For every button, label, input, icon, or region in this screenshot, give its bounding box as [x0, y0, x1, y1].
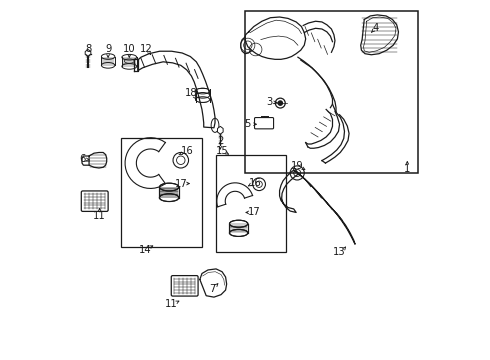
Polygon shape	[245, 17, 306, 59]
Text: 3: 3	[267, 98, 273, 107]
Text: 18: 18	[185, 87, 197, 98]
Text: 9: 9	[105, 45, 111, 54]
Text: 5: 5	[245, 119, 251, 129]
Bar	[196, 89, 210, 102]
Polygon shape	[361, 15, 398, 55]
Text: 8: 8	[85, 45, 91, 54]
Polygon shape	[218, 126, 223, 134]
Text: 10: 10	[123, 45, 136, 54]
Bar	[121, 138, 202, 247]
Bar	[216, 155, 286, 252]
Text: 19: 19	[291, 161, 304, 171]
Bar	[229, 223, 248, 234]
Circle shape	[278, 101, 282, 105]
Polygon shape	[280, 170, 298, 212]
Polygon shape	[294, 170, 355, 244]
Text: 17: 17	[174, 179, 187, 189]
Text: 17: 17	[247, 207, 260, 217]
Polygon shape	[217, 183, 252, 207]
FancyBboxPatch shape	[81, 191, 108, 211]
Text: 6: 6	[79, 154, 86, 164]
Text: 4: 4	[372, 23, 379, 33]
Polygon shape	[138, 51, 215, 128]
Polygon shape	[89, 153, 107, 168]
Text: 1: 1	[404, 165, 411, 174]
Text: 12: 12	[140, 44, 152, 54]
Text: 16: 16	[180, 146, 193, 156]
Text: 16: 16	[248, 178, 261, 188]
Text: 11: 11	[165, 299, 177, 309]
Text: 2: 2	[217, 136, 223, 146]
Text: 11: 11	[93, 211, 106, 221]
Text: 15: 15	[216, 146, 228, 156]
Bar	[245, 11, 418, 173]
Polygon shape	[200, 269, 227, 297]
Polygon shape	[125, 138, 166, 189]
Text: 13: 13	[333, 247, 346, 257]
FancyBboxPatch shape	[172, 276, 198, 296]
Polygon shape	[85, 49, 91, 57]
Text: 14: 14	[139, 245, 152, 255]
Text: 7: 7	[209, 284, 216, 294]
FancyBboxPatch shape	[254, 118, 273, 129]
Bar	[159, 186, 179, 198]
